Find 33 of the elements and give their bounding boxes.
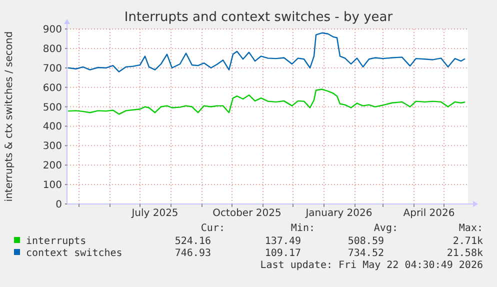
y-tick-label: 600 (42, 82, 62, 94)
text: Max: (458, 223, 483, 234)
text: 746.93 (174, 248, 211, 259)
y-tick-label: 200 (42, 160, 62, 172)
y-tick-label: 800 (42, 44, 62, 55)
text: Min: (290, 223, 315, 234)
text: Last update: Fri May 22 04:30:49 2026 (260, 260, 483, 271)
x-tick-label: January 2026 (304, 208, 372, 219)
text: 2.71k (452, 236, 483, 247)
y-tick-label: 300 (42, 141, 62, 152)
y-tick-label: 500 (42, 102, 62, 114)
text: 524.16 (174, 236, 211, 247)
text: 137.49 (264, 236, 301, 247)
y-tick-label: 0 (56, 200, 62, 210)
text: 508.59 (348, 236, 384, 247)
text: 734.52 (348, 248, 384, 259)
y-tick-label: 100 (42, 180, 62, 192)
y-tick-label: 900 (42, 24, 62, 36)
x-tick-label: October 2025 (212, 208, 282, 219)
text: Avg: (374, 223, 398, 234)
legend-label: context switches (26, 248, 122, 259)
x-tick-label: April 2026 (403, 208, 455, 219)
text: Cur: (200, 223, 225, 234)
x-tick-label: July 2025 (130, 208, 178, 219)
y-axis-title: interrupts & ctx switches / second (4, 31, 15, 202)
legend-label: interrupts (26, 236, 86, 247)
chart-title: Interrupts and context switches - by year (124, 10, 394, 25)
line-series (67, 88, 466, 115)
y-tick-label: 400 (42, 122, 62, 133)
line-series (67, 32, 466, 72)
y-tick-label: 700 (42, 63, 62, 74)
text: 109.17 (264, 248, 301, 259)
text: 21.58k (446, 248, 483, 259)
